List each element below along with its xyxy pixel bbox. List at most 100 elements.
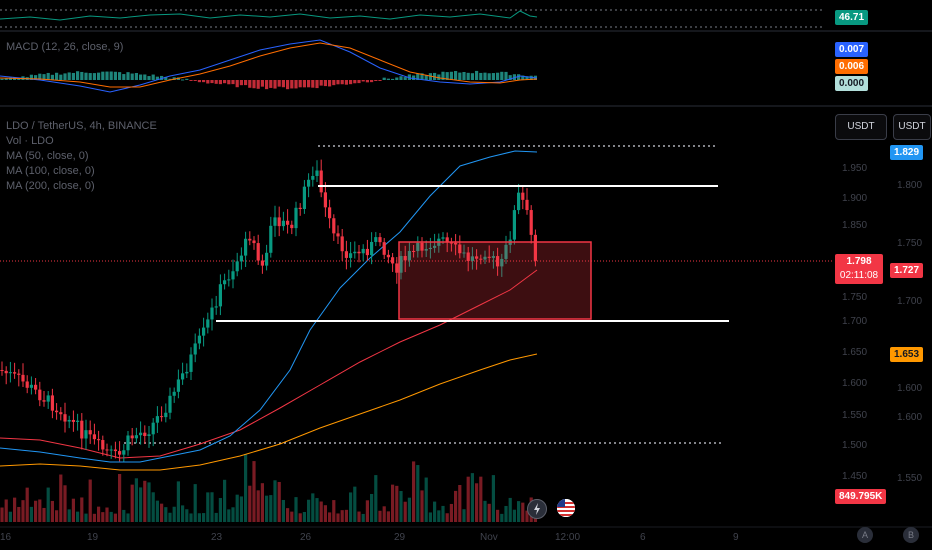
volume-bar: [185, 509, 189, 522]
candle-body: [143, 432, 147, 437]
ma200-legend[interactable]: MA (200, close, 0): [6, 180, 95, 192]
candle-body: [50, 395, 54, 411]
candlesticks: [0, 159, 537, 462]
volume-bar: [374, 475, 378, 522]
candle-body: [399, 256, 403, 273]
candle-body: [214, 306, 218, 308]
candle-body: [340, 236, 344, 252]
ma50-legend[interactable]: MA (50, close, 0): [6, 150, 89, 162]
symbol-title[interactable]: LDO / TetherUS, 4h, BINANCE: [6, 120, 157, 132]
candle-body: [29, 384, 33, 388]
candle-body: [13, 372, 17, 374]
y-tick: 1.450: [842, 471, 868, 482]
macd-histogram-bar: [298, 80, 302, 88]
ma100-axis-label: 1.727: [890, 263, 924, 278]
candle-body: [63, 414, 67, 422]
candle-body: [76, 420, 80, 422]
volume-bar: [420, 490, 424, 522]
volume-bar: [441, 505, 445, 522]
candle-body: [46, 395, 50, 402]
macd-histogram-bar: [181, 79, 185, 81]
ma100-line: [0, 269, 538, 459]
candle-body: [311, 175, 315, 180]
volume-bar: [231, 507, 235, 522]
macd-histogram-bar: [521, 75, 525, 80]
macd-histogram-bar: [449, 71, 453, 80]
volume-bar: [454, 490, 458, 522]
volume-bar: [252, 461, 256, 522]
volume-bar: [256, 490, 260, 522]
macd-histogram-bar: [244, 80, 248, 86]
macd-histogram-bar: [420, 73, 424, 80]
macd-histogram-bar: [273, 80, 277, 89]
macd-histogram-bar: [529, 75, 533, 80]
candle-body: [290, 224, 294, 229]
volume-bar: [445, 513, 449, 522]
macd-histogram-bar: [160, 75, 164, 80]
candle-body: [80, 420, 84, 439]
volume-bar: [433, 501, 437, 522]
ma100-legend[interactable]: MA (100, close, 0): [6, 165, 95, 177]
macd-histogram-bar: [84, 72, 88, 80]
candle-body: [294, 207, 298, 229]
macd-histogram-bar: [475, 70, 479, 80]
volume-bar: [181, 505, 185, 522]
candle-body: [361, 248, 365, 254]
candle-body: [273, 217, 277, 226]
candle-body: [407, 250, 411, 261]
macd-histogram-bar: [50, 74, 54, 80]
candle-body: [462, 252, 466, 254]
macd-histogram-bar: [210, 80, 214, 84]
macd-histogram-bar: [97, 72, 101, 80]
macd-histogram-bar: [349, 80, 353, 85]
currency-selector-left[interactable]: USDT: [835, 114, 887, 140]
auto-scale-button[interactable]: A: [857, 527, 873, 543]
volume-bar: [353, 486, 357, 522]
volume-bar: [210, 492, 214, 522]
currency-selector-right[interactable]: USDT: [893, 114, 931, 140]
candle-body: [197, 335, 201, 344]
volume-legend[interactable]: Vol · LDO: [6, 135, 54, 147]
macd-histogram-bar: [517, 74, 521, 80]
candle-body: [521, 192, 525, 200]
volume-bar: [294, 497, 298, 522]
y-tick: 1.950: [842, 163, 868, 174]
us-flag-event-icon[interactable]: [557, 499, 575, 517]
volume-bar: [340, 510, 344, 522]
macd-histogram-bar: [454, 71, 458, 80]
macd-histogram-bar: [71, 72, 75, 80]
candle-body: [71, 419, 75, 422]
rectangle-drawing[interactable]: [398, 241, 592, 320]
candle-body: [307, 179, 311, 187]
volume-axis-label: 849.795K: [835, 489, 887, 504]
y-tick: 1.850: [842, 220, 868, 231]
macd-histogram-bar: [227, 80, 231, 85]
macd-histogram-bar: [445, 72, 449, 80]
candle-body: [302, 186, 306, 210]
candle-body: [512, 210, 516, 240]
volume-bar: [29, 506, 33, 522]
macd-histogram-bar: [458, 72, 462, 80]
macd-histogram-bar: [407, 74, 411, 80]
macd-histogram-bar: [76, 71, 80, 80]
volume-bar: [206, 492, 210, 522]
y-tick: 1.750: [897, 238, 923, 249]
volume-bar: [113, 513, 117, 522]
volume-bar: [437, 510, 441, 522]
log-scale-button[interactable]: B: [903, 527, 919, 543]
volume-bar: [218, 498, 222, 522]
macd-histogram-bar: [139, 74, 143, 80]
y-tick: 1.800: [897, 180, 923, 191]
candle-body: [424, 249, 428, 251]
ma200-axis-label: 1.653: [890, 347, 924, 362]
macd-histogram-bar: [126, 72, 130, 80]
macd-legend-title[interactable]: MACD (12, 26, close, 9): [6, 41, 124, 53]
price-axis-label: 1.798 02:11:08: [835, 254, 883, 284]
macd-histogram-bar: [344, 80, 348, 85]
volume-bar: [143, 480, 147, 522]
candle-body: [504, 244, 508, 259]
candle-body: [227, 279, 231, 281]
lightning-event-icon[interactable]: [527, 499, 547, 519]
